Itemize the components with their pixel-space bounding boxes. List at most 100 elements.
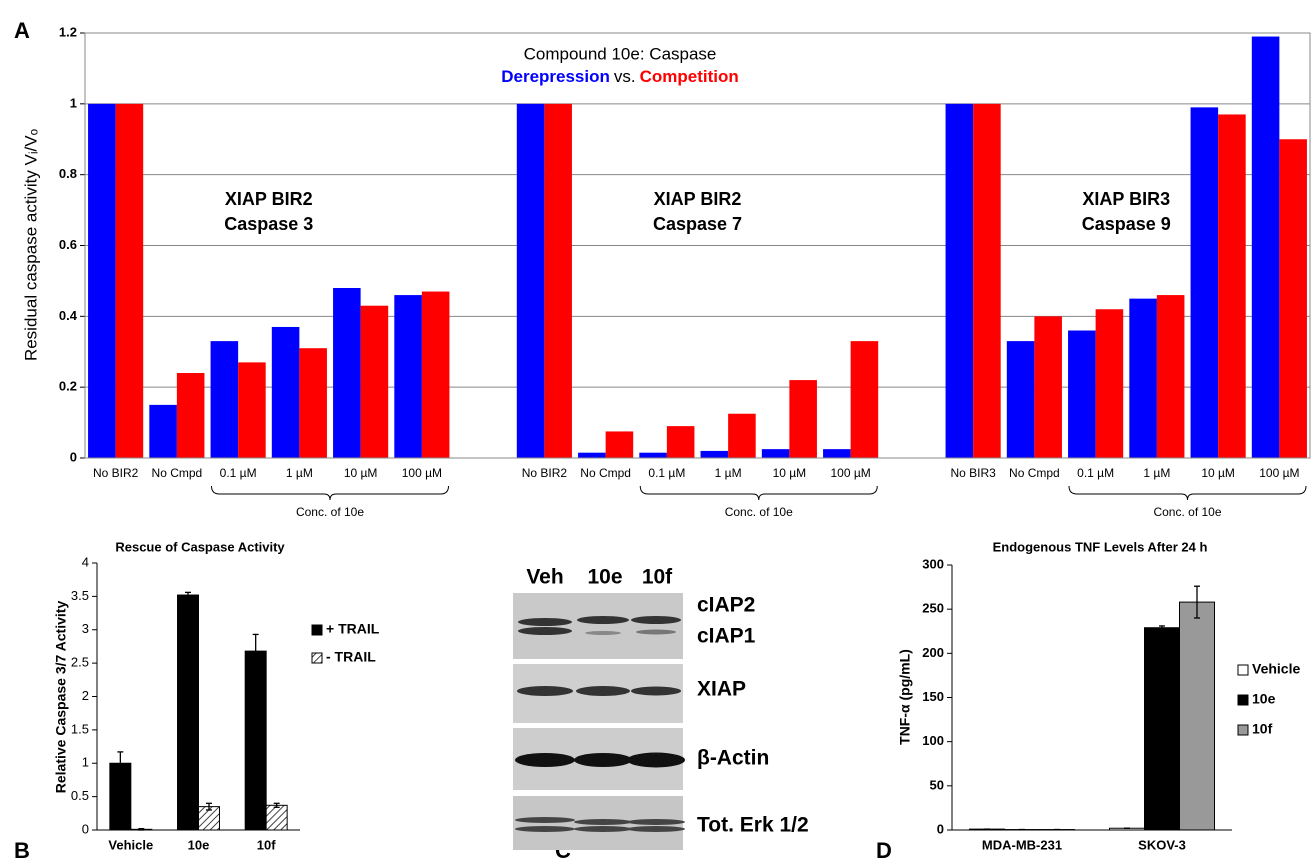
x-tick-label: No BIR2	[522, 466, 568, 480]
bar	[946, 104, 974, 458]
bar	[1157, 295, 1185, 458]
y-tick-label: 250	[922, 601, 944, 616]
y-tick-label: 2.5	[71, 655, 89, 670]
x-tick-label: 10 µM	[344, 466, 378, 480]
y-tick-label: 1	[82, 755, 89, 770]
bracket-label: Conc. of 10e	[296, 505, 364, 519]
bracket	[212, 486, 449, 500]
bar	[701, 451, 729, 458]
x-tick-label: 100 µM	[830, 466, 870, 480]
bar	[606, 431, 634, 458]
y-tick-label: 200	[922, 645, 944, 660]
bar	[789, 380, 817, 458]
bar	[1279, 139, 1307, 458]
y-tick-label: 0.6	[59, 237, 77, 252]
bar	[578, 453, 606, 458]
x-tick-label: 10e	[188, 837, 210, 852]
x-tick-label: 10 µM	[1201, 466, 1235, 480]
bar	[211, 341, 239, 458]
bar	[1191, 107, 1219, 458]
bar	[1096, 309, 1124, 458]
bar	[973, 104, 1001, 458]
y-tick-label: 3	[82, 621, 89, 636]
bracket	[640, 486, 877, 500]
bar	[177, 373, 205, 458]
group-label: XIAP BIR2	[225, 189, 313, 209]
band-label: cIAP1	[697, 625, 756, 648]
legend-swatch	[1238, 665, 1248, 675]
y-tick-label: 0.5	[71, 788, 89, 803]
legend-label: - TRAIL	[326, 649, 376, 665]
y-tick-label: 0	[70, 449, 77, 464]
panel-label: A	[14, 18, 30, 43]
x-tick-label: 10f	[257, 837, 276, 852]
bar	[245, 651, 266, 830]
legend-text: vs.	[614, 67, 636, 86]
x-tick-label: 0.1 µM	[220, 466, 257, 480]
bar	[266, 805, 287, 830]
x-tick-label: 100 µM	[1259, 466, 1299, 480]
y-tick-label: 150	[922, 689, 944, 704]
y-axis-label: TNF-α (pg/mL)	[897, 649, 913, 745]
y-tick-label: 0.8	[59, 166, 77, 181]
y-tick-label: 300	[922, 556, 944, 571]
y-tick-label: 2	[82, 688, 89, 703]
y-tick-label: 0.2	[59, 379, 77, 394]
x-tick-label: 1 µM	[1143, 466, 1170, 480]
bracket-label: Conc. of 10e	[1153, 505, 1221, 519]
bar	[517, 104, 545, 458]
bar	[1145, 628, 1180, 830]
y-axis-label: Relative Caspase 3/7 Activity	[53, 601, 69, 794]
x-tick-label: No Cmpd	[1009, 466, 1060, 480]
legend-text: Competition	[640, 67, 739, 86]
bar	[851, 341, 879, 458]
lane-label: 10f	[642, 566, 673, 589]
legend-label: 10f	[1252, 721, 1273, 737]
x-tick-label: 1 µM	[715, 466, 742, 480]
group-label: Caspase 3	[224, 214, 313, 234]
x-tick-label: Vehicle	[108, 837, 153, 852]
legend-label: + TRAIL	[326, 621, 380, 637]
bar	[238, 362, 266, 458]
bar	[361, 306, 389, 458]
bar	[823, 449, 851, 458]
bar	[1180, 602, 1215, 830]
panel-label: D	[876, 838, 892, 863]
bracket-label: Conc. of 10e	[725, 505, 793, 519]
figure: C Veh 10e 10f cIAP2 cIAP1 XIAP β-Actin T…	[0, 0, 1316, 864]
bar	[178, 595, 199, 830]
bar	[1034, 316, 1062, 458]
x-tick-label: 1 µM	[286, 466, 313, 480]
bar	[667, 426, 695, 458]
x-tick-label: MDA-MB-231	[982, 837, 1062, 852]
group-label: Caspase 7	[653, 214, 742, 234]
group-label: XIAP BIR3	[1082, 189, 1170, 209]
group-label: XIAP BIR2	[654, 189, 742, 209]
legend-text: Derepression	[501, 67, 610, 86]
chart-subtitle: Derepressionvs.Competition	[501, 67, 739, 86]
legend-label: Vehicle	[1252, 661, 1300, 677]
x-tick-label: 10 µM	[773, 466, 807, 480]
band-label: β-Actin	[697, 747, 769, 770]
y-tick-label: 3.5	[71, 588, 89, 603]
x-tick-label: No BIR3	[950, 466, 996, 480]
y-tick-label: 0	[82, 821, 89, 836]
bar	[762, 449, 790, 458]
y-tick-label: 1	[70, 95, 77, 110]
x-tick-label: No Cmpd	[152, 466, 203, 480]
bar	[1252, 37, 1280, 458]
legend-label: 10e	[1252, 691, 1276, 707]
bar	[422, 292, 450, 458]
bracket	[1069, 486, 1306, 500]
y-tick-label: 0	[937, 821, 944, 836]
bar	[299, 348, 327, 458]
legend-swatch	[312, 653, 322, 663]
x-tick-label: 0.1 µM	[648, 466, 685, 480]
lane-label: 10e	[587, 566, 622, 589]
bar	[88, 104, 116, 458]
bar	[333, 288, 361, 458]
bar	[1129, 299, 1157, 458]
bar	[116, 104, 144, 458]
bar	[544, 104, 572, 458]
panel-label: B	[14, 838, 30, 863]
